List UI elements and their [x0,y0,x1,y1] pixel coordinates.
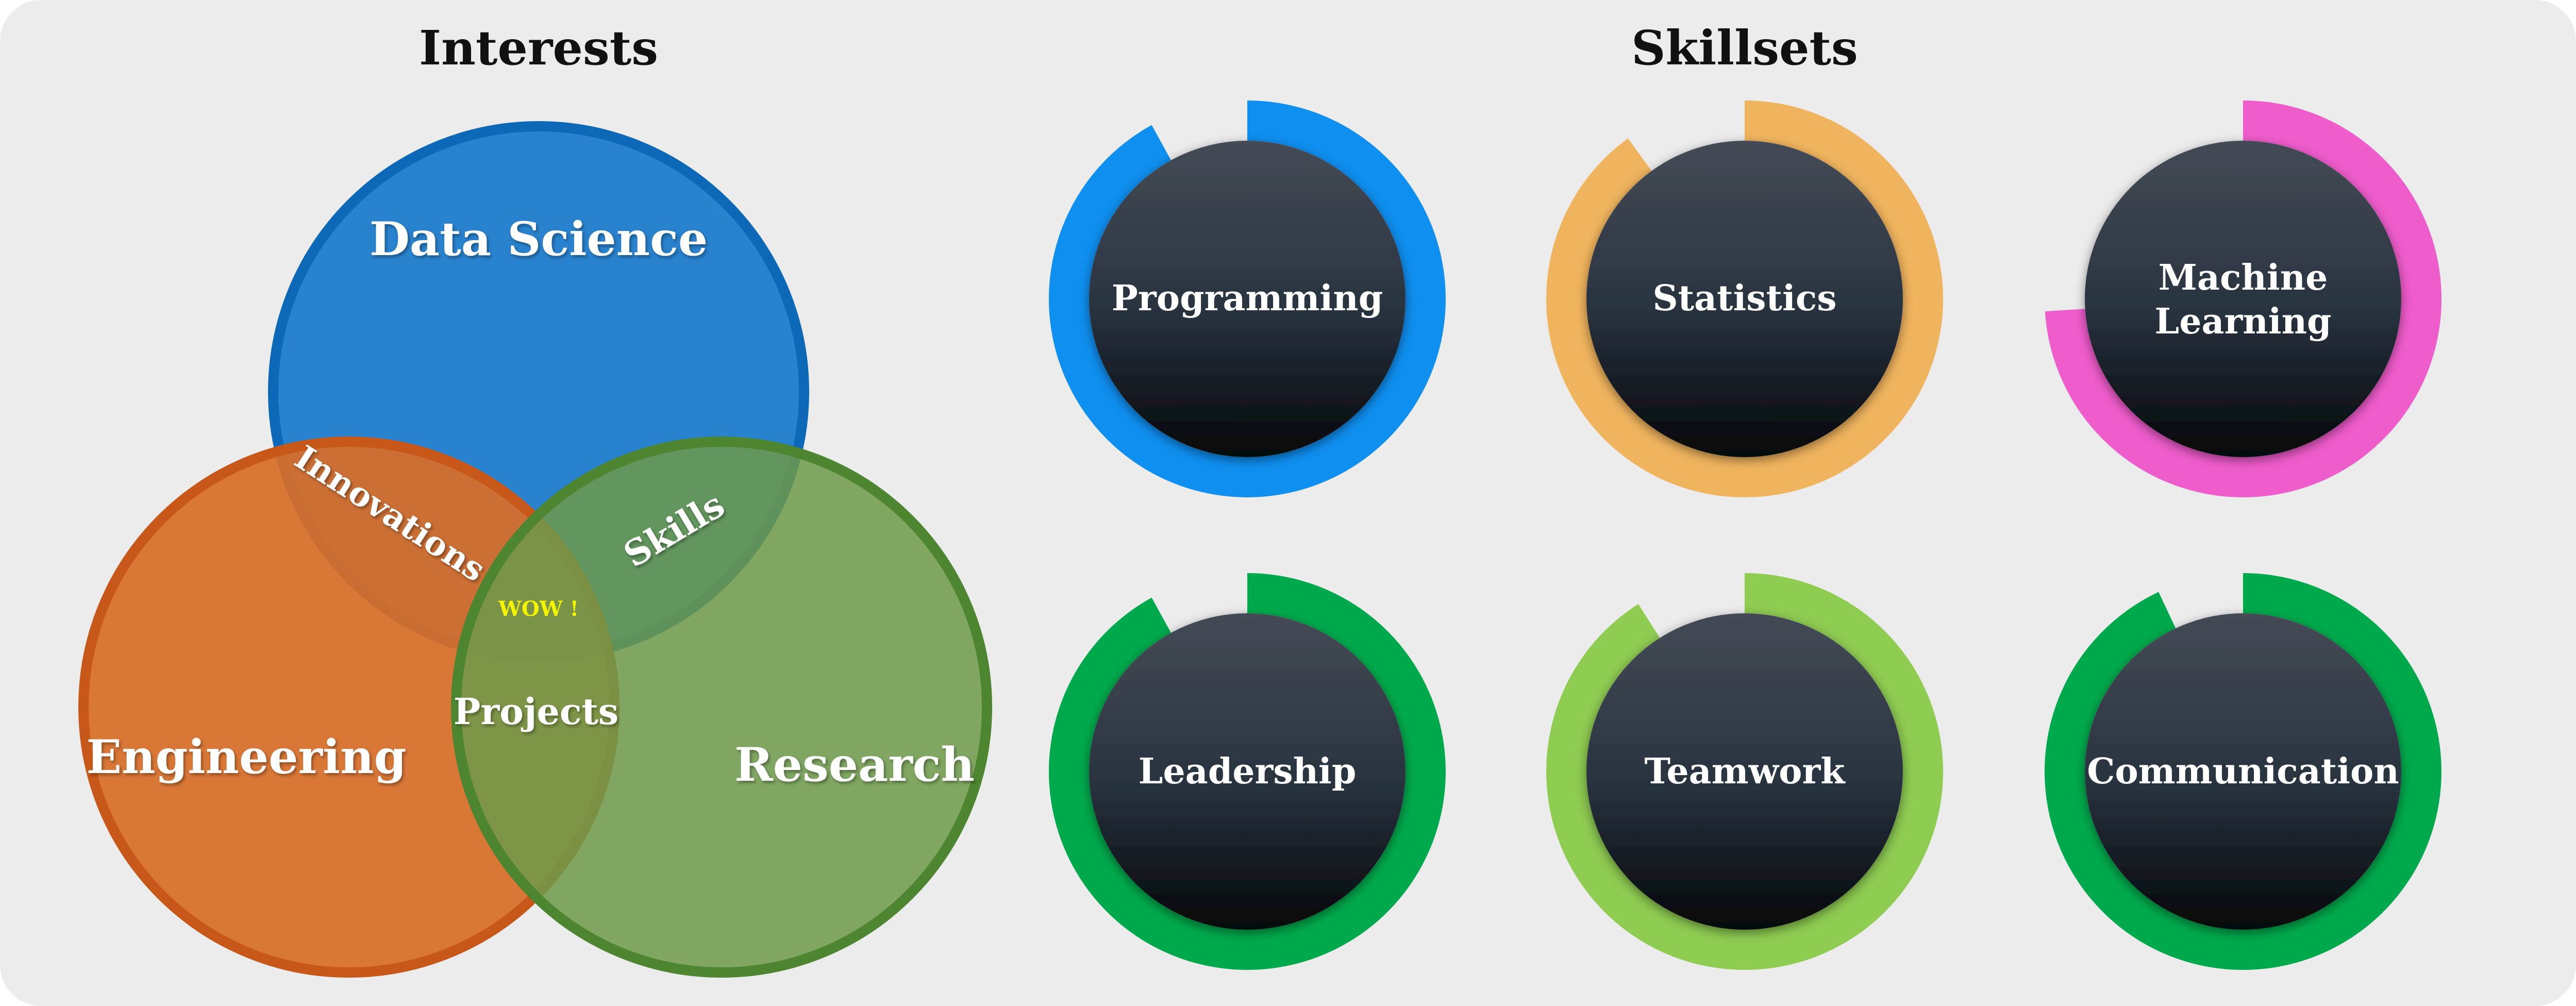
venn-circle-research [451,437,992,978]
venn-label-data-science: Data Science [370,212,708,266]
venn-label-engineering: Engineering [86,730,406,784]
skill-ring-programming: Programming [1048,100,1446,497]
ring-core-communication [2085,613,2401,930]
skill-ring-machine-learning: Machine Learning [2045,100,2442,497]
overlap-label-projects: Projects [454,690,618,733]
venn-label-research: Research [734,737,975,792]
skill-rings: Programming Statistics Machine Learning … [1048,100,2442,970]
progress-arc-leadership [1048,573,1446,970]
progress-arc-machine-learning [2045,100,2442,497]
skill-ring-teamwork: Teamwork [1546,573,1944,970]
progress-arc-communication [2045,573,2441,970]
skill-label-statistics: Statistics [1652,278,1836,319]
skill-ring-statistics: Statistics [1546,100,1943,497]
progress-arc-statistics [1546,100,1943,497]
ring-core-programming [1089,141,1406,457]
skill-ring-leadership: Leadership [1048,573,1446,970]
progress-arc-teamwork [1546,573,1944,970]
overlap-label-center: WOW ! [498,597,579,621]
venn-diagram [78,121,992,978]
skill-label-teamwork: Teamwork [1645,751,1846,792]
ring-core-leadership [1089,613,1406,930]
skill-label-machine-learning-line1: Machine [2159,257,2328,298]
ring-core-statistics [1586,141,1903,457]
skill-ring-communication: Communication [2045,573,2441,970]
skill-label-programming: Programming [1112,278,1383,319]
ring-core-teamwork [1586,613,1903,930]
skill-label-machine-learning-line2: Learning [2154,301,2331,342]
ring-core-machine-learning [2085,141,2401,457]
skillsets-heading: Skillsets [1631,20,1858,76]
skill-label-communication: Communication [2087,751,2399,792]
skill-label-leadership: Leadership [1139,751,1357,792]
interests-heading: Interests [419,20,658,76]
progress-arc-programming [1048,100,1446,497]
